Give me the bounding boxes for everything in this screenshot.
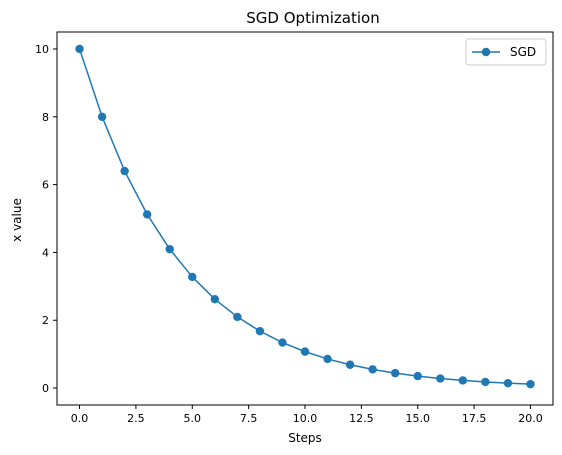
x-tick-label: 0.0 — [71, 412, 89, 425]
data-point — [458, 376, 468, 385]
y-tick-label: 10 — [35, 43, 49, 56]
x-axis-label: Steps — [288, 431, 322, 445]
x-tick-label: 15.0 — [405, 412, 430, 425]
y-tick-label: 2 — [42, 314, 49, 327]
y-tick-label: 8 — [42, 111, 49, 124]
data-point — [436, 374, 445, 383]
legend-label: SGD — [510, 45, 536, 59]
y-tick-label: 0 — [42, 382, 49, 395]
x-tick-label: 17.5 — [462, 412, 487, 425]
data-point — [481, 377, 490, 387]
x-tick-label: 12.5 — [349, 412, 374, 425]
x-tick-label: 5.0 — [184, 412, 202, 425]
chart-title: SGD Optimization — [246, 9, 379, 27]
data-point — [413, 371, 422, 381]
data-point — [210, 294, 220, 304]
data-point — [75, 44, 84, 54]
y-tick-label: 6 — [42, 179, 49, 192]
x-tick-label: 20.0 — [518, 412, 543, 425]
y-axis-label: x value — [10, 198, 24, 242]
data-point — [345, 360, 355, 369]
data-point — [188, 272, 197, 282]
data-point — [255, 326, 265, 336]
x-tick-label: 7.5 — [240, 412, 258, 425]
data-point — [323, 354, 332, 364]
data-point — [165, 244, 174, 254]
data-point — [390, 368, 400, 378]
data-point — [300, 347, 310, 356]
data-point — [233, 312, 242, 322]
x-tick-label: 2.5 — [127, 412, 145, 425]
data-point — [526, 379, 535, 389]
legend-box — [465, 38, 547, 66]
x-tick-label: 10.0 — [293, 412, 318, 425]
data-point — [368, 365, 377, 374]
legend: SGD — [465, 38, 547, 66]
y-tick-label: 4 — [42, 246, 49, 259]
plot-area: 0.0 2.5 5.0 7.5 10.0 12.5 15.0 17.5 20.0 0 2 4 6 8 10 — [35, 31, 554, 425]
data-point — [503, 378, 513, 388]
data-point — [278, 338, 287, 347]
legend-marker — [481, 47, 491, 57]
axes-frame — [56, 31, 554, 406]
data-point — [142, 210, 152, 219]
data-point — [120, 166, 129, 176]
data-point — [97, 112, 107, 121]
